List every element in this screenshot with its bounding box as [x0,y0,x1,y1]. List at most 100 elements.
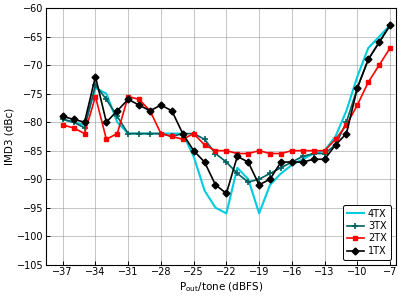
4TX [256,212,261,215]
2TX [126,95,130,98]
4TX [191,155,196,158]
3TX [223,160,228,164]
2TX [245,152,250,155]
1TX [104,120,109,124]
Line: 3TX: 3TX [59,22,392,185]
3TX [202,137,207,141]
Legend: 4TX, 3TX, 2TX, 1TX: 4TX, 3TX, 2TX, 1TX [342,205,390,260]
4TX [180,132,185,135]
4TX [136,132,141,135]
2TX [267,152,272,155]
3TX [93,83,97,87]
1TX [387,24,391,27]
2TX [71,126,76,130]
3TX [387,24,391,27]
4TX [115,120,119,124]
4TX [71,120,76,124]
2TX [278,152,283,155]
2TX [321,149,326,153]
2TX [289,149,294,153]
1TX [223,192,228,195]
1TX [354,86,359,90]
4TX [365,46,370,50]
3TX [115,115,119,118]
2TX [256,149,261,153]
1TX [321,157,326,161]
2TX [158,132,163,135]
1TX [365,58,370,61]
2TX [180,137,185,141]
1TX [169,109,174,113]
1TX [256,183,261,187]
1TX [180,132,185,135]
4TX [213,206,217,209]
3TX [321,152,326,155]
3TX [354,86,359,90]
1TX [60,115,65,118]
1TX [93,75,97,78]
2TX [191,132,196,135]
3TX [278,166,283,170]
3TX [267,172,272,175]
2TX [376,63,381,67]
3TX [147,132,152,135]
2TX [387,46,391,50]
3TX [169,135,174,138]
1TX [191,149,196,153]
1TX [310,157,315,161]
3TX [136,132,141,135]
2TX [93,95,97,98]
3TX [332,143,337,147]
4TX [82,123,87,127]
4TX [104,92,109,95]
3TX [191,132,196,135]
3TX [71,120,76,124]
1TX [202,160,207,164]
4TX [376,35,381,38]
2TX [82,132,87,135]
1TX [147,109,152,113]
3TX [60,117,65,121]
4TX [300,157,304,161]
4TX [245,177,250,181]
3TX [126,132,130,135]
2TX [343,123,348,127]
4TX [126,132,130,135]
4TX [169,132,174,135]
4TX [223,212,228,215]
Y-axis label: IMD3 (dBc): IMD3 (dBc) [4,108,14,165]
4TX [354,75,359,78]
3TX [256,177,261,181]
3TX [289,160,294,164]
4TX [289,163,294,167]
2TX [310,149,315,153]
3TX [234,172,239,175]
2TX [213,149,217,153]
1TX [82,120,87,124]
4TX [147,132,152,135]
2TX [104,137,109,141]
4TX [93,86,97,90]
2TX [332,137,337,141]
4TX [310,152,315,155]
1TX [71,117,76,121]
1TX [332,143,337,147]
3TX [376,41,381,44]
1TX [267,177,272,181]
2TX [300,149,304,153]
2TX [60,123,65,127]
1TX [343,132,348,135]
Line: 2TX: 2TX [60,46,391,156]
2TX [115,132,119,135]
3TX [365,58,370,61]
4TX [332,135,337,138]
4TX [343,109,348,113]
Line: 4TX: 4TX [63,25,389,213]
1TX [245,160,250,164]
3TX [104,97,109,101]
4TX [267,183,272,187]
2TX [136,97,141,101]
1TX [213,183,217,187]
1TX [289,160,294,164]
1TX [136,103,141,107]
